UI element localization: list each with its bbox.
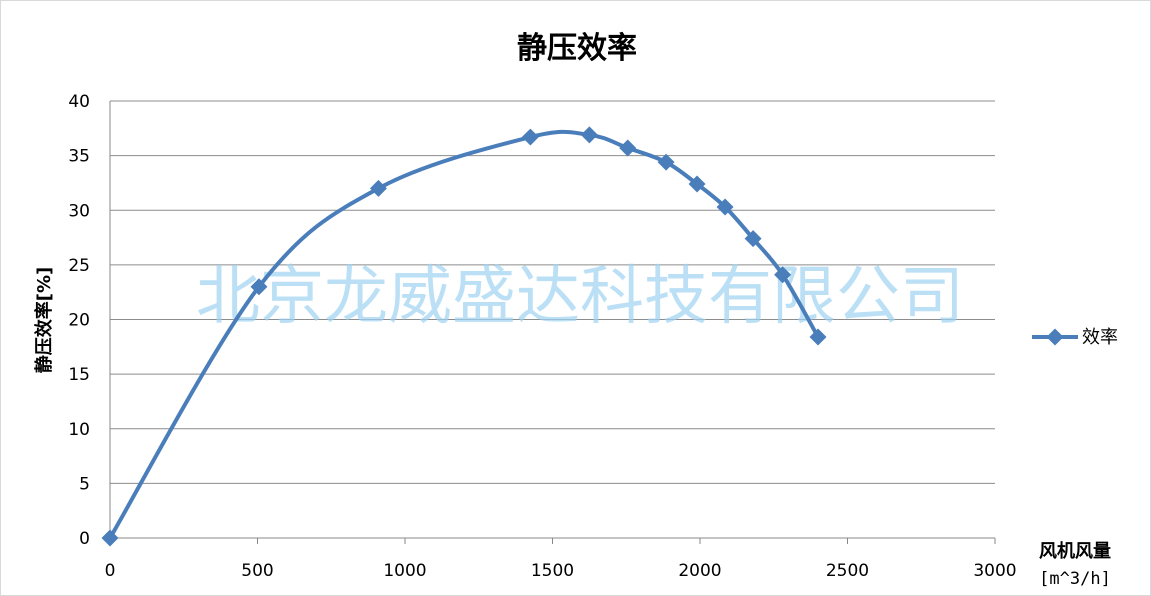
data-point xyxy=(250,278,268,296)
y-tick-label: 5 xyxy=(79,474,90,494)
data-point xyxy=(619,139,637,157)
data-point xyxy=(688,175,706,193)
data-point xyxy=(580,126,598,144)
y-tick-labels: 0 5 10 15 20 25 30 35 40 xyxy=(68,92,90,549)
x-axis-label: 风机风量 xyxy=(1039,540,1111,562)
chart-title: 静压效率 xyxy=(517,31,637,66)
y-tick-label: 30 xyxy=(68,201,90,221)
data-point xyxy=(101,529,119,547)
data-point xyxy=(809,328,827,346)
grid-lines xyxy=(109,100,996,544)
x-tick-label: 1500 xyxy=(531,561,574,581)
y-tick-label: 0 xyxy=(79,529,90,549)
data-point xyxy=(774,266,792,284)
x-tick-labels: 0 500 1000 1500 2000 2500 3000 xyxy=(105,561,1017,581)
legend: 效率 xyxy=(1032,327,1118,348)
y-tick-label: 20 xyxy=(68,311,90,331)
data-point xyxy=(521,128,539,146)
y-tick-label: 40 xyxy=(68,92,90,112)
series-layer xyxy=(101,126,827,547)
legend-marker xyxy=(1046,328,1064,346)
x-axis-unit: [m^3/h] xyxy=(1039,569,1111,589)
x-tick-label: 500 xyxy=(241,561,273,581)
x-tick-label: 1000 xyxy=(383,561,426,581)
data-point xyxy=(716,198,734,216)
y-axis-label: 静压效率[%] xyxy=(33,267,55,374)
data-point xyxy=(657,153,675,171)
y-tick-label: 25 xyxy=(68,256,90,276)
x-tick-label: 2000 xyxy=(678,561,721,581)
y-tick-label: 15 xyxy=(68,365,90,385)
series-line xyxy=(108,129,820,540)
y-tick-label: 10 xyxy=(68,420,90,440)
y-tick-label: 35 xyxy=(68,147,90,167)
data-point xyxy=(744,230,762,248)
x-tick-label: 3000 xyxy=(973,561,1016,581)
x-tick-label: 2500 xyxy=(826,561,869,581)
data-point xyxy=(369,179,387,197)
legend-label: 效率 xyxy=(1082,327,1118,348)
watermark-text: 北京龙威盛达科技有限公司 xyxy=(196,260,964,334)
x-tick-label: 0 xyxy=(105,561,116,581)
